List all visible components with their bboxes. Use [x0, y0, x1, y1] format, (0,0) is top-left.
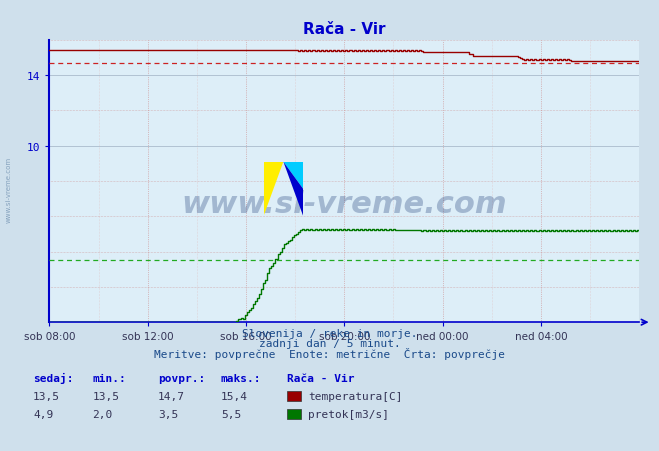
Polygon shape — [264, 162, 283, 216]
Text: sedaj:: sedaj: — [33, 372, 73, 383]
Text: Slovenija / reke in morje.: Slovenija / reke in morje. — [242, 328, 417, 338]
Text: pretok[m3/s]: pretok[m3/s] — [308, 409, 389, 419]
Text: 13,5: 13,5 — [33, 391, 60, 401]
Text: www.si-vreme.com: www.si-vreme.com — [181, 189, 507, 219]
Text: 5,5: 5,5 — [221, 409, 241, 419]
Text: temperatura[C]: temperatura[C] — [308, 391, 402, 401]
Text: maks.:: maks.: — [221, 373, 261, 383]
Text: Rača - Vir: Rača - Vir — [287, 373, 354, 383]
Polygon shape — [283, 162, 303, 189]
Text: 2,0: 2,0 — [92, 409, 113, 419]
Text: 4,9: 4,9 — [33, 409, 53, 419]
Text: 3,5: 3,5 — [158, 409, 179, 419]
Text: min.:: min.: — [92, 373, 126, 383]
Text: 13,5: 13,5 — [92, 391, 119, 401]
Text: povpr.:: povpr.: — [158, 373, 206, 383]
Text: 15,4: 15,4 — [221, 391, 248, 401]
Text: 14,7: 14,7 — [158, 391, 185, 401]
Text: zadnji dan / 5 minut.: zadnji dan / 5 minut. — [258, 338, 401, 348]
Polygon shape — [283, 162, 303, 216]
Title: Rača - Vir: Rača - Vir — [303, 22, 386, 37]
Text: www.si-vreme.com: www.si-vreme.com — [5, 156, 12, 222]
Text: Meritve: povprečne  Enote: metrične  Črta: povprečje: Meritve: povprečne Enote: metrične Črta:… — [154, 347, 505, 359]
